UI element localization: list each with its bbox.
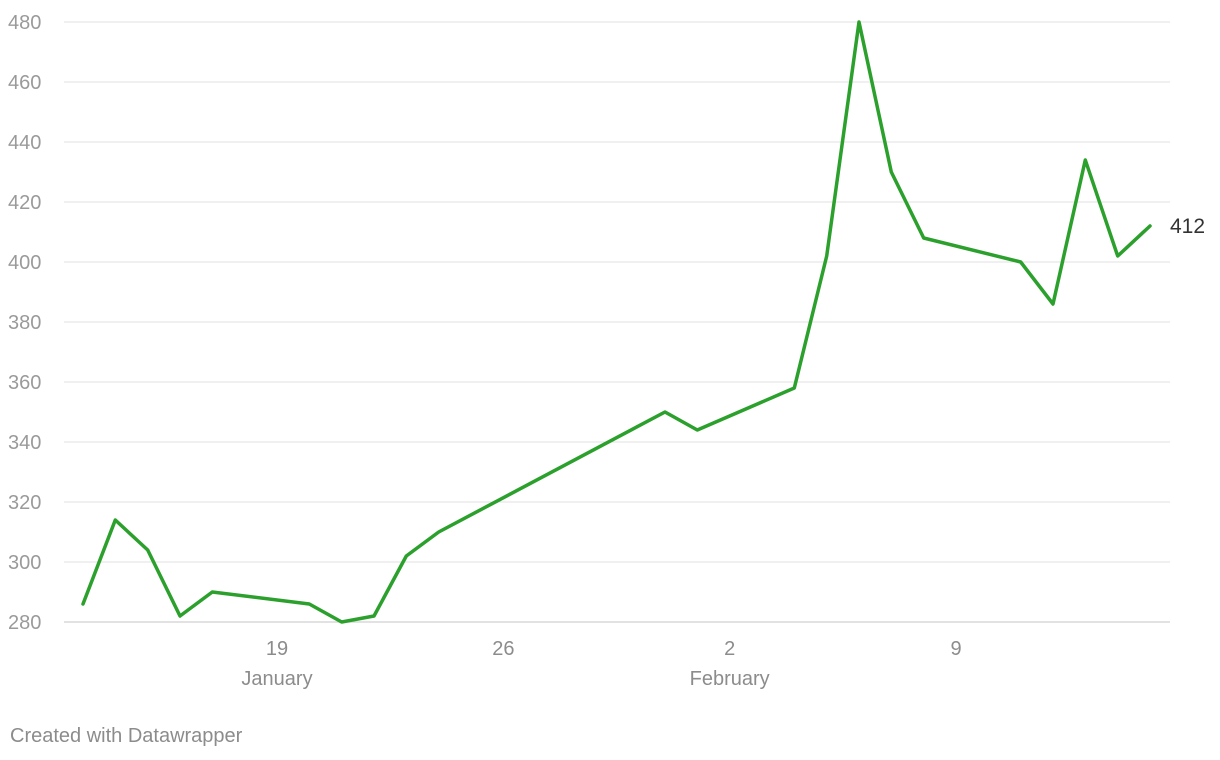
- y-tick-label: 440: [8, 132, 41, 154]
- x-tick-label: 19: [266, 638, 288, 660]
- gridlines: [64, 21, 1170, 623]
- y-tick-label: 380: [8, 312, 41, 334]
- line-chart: 280 300 320 340 360 380 400 420 440 460 480 19 Janu…: [8, 12, 1205, 690]
- chart-credit: Created with Datawrapper: [10, 725, 243, 747]
- y-tick-label: 320: [8, 492, 41, 514]
- y-axis-ticks: 280 300 320 340 360 380 400 420 440 460 480: [8, 12, 41, 634]
- x-month-label: January: [241, 668, 312, 690]
- y-tick-label: 420: [8, 192, 41, 214]
- x-month-label: February: [690, 668, 770, 690]
- y-tick-label: 460: [8, 72, 41, 94]
- x-tick-label: 9: [950, 638, 961, 660]
- end-label-layer: 412: [1170, 215, 1205, 238]
- y-tick-label: 340: [8, 432, 41, 454]
- end-value-label: 412: [1170, 215, 1205, 238]
- x-tick-label: 26: [492, 638, 514, 660]
- x-tick-label: 2: [724, 638, 735, 660]
- series-line: [81, 20, 1152, 624]
- x-axis-ticks: 19 January 26 2 February 9: [241, 638, 961, 690]
- series-layer: [81, 20, 1152, 624]
- y-tick-label: 300: [8, 552, 41, 574]
- y-tick-label: 400: [8, 252, 41, 274]
- y-tick-label: 280: [8, 612, 41, 634]
- y-tick-label: 480: [8, 12, 41, 34]
- y-tick-label: 360: [8, 372, 41, 394]
